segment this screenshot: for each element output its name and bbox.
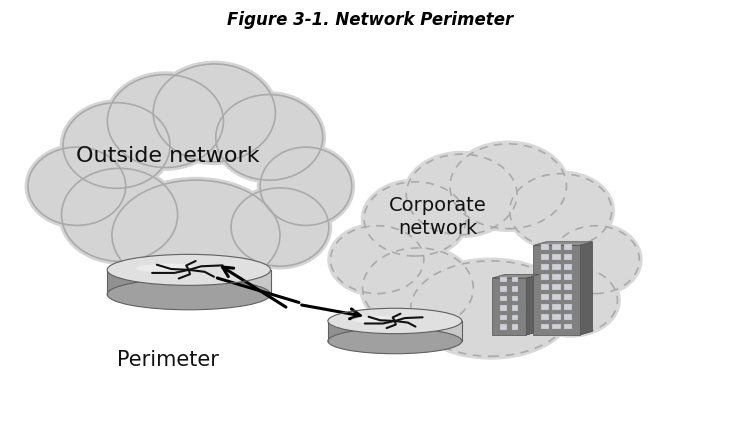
Bar (553, 274, 560, 280)
Ellipse shape (28, 147, 126, 225)
Bar (553, 244, 560, 250)
Bar (553, 324, 560, 329)
Bar (500, 324, 507, 330)
Polygon shape (328, 321, 395, 341)
Ellipse shape (231, 188, 329, 266)
Bar (541, 324, 549, 329)
Ellipse shape (112, 180, 280, 290)
Polygon shape (395, 321, 462, 341)
Bar (500, 306, 507, 311)
Bar (541, 264, 549, 270)
Bar (541, 274, 549, 280)
Ellipse shape (411, 261, 571, 356)
Ellipse shape (363, 248, 474, 328)
Bar (541, 314, 549, 319)
Bar (553, 294, 560, 300)
Bar (541, 284, 549, 289)
Ellipse shape (328, 328, 462, 354)
Bar (564, 264, 572, 270)
Bar (541, 254, 549, 260)
Ellipse shape (107, 279, 271, 310)
Bar (492, 278, 526, 335)
Bar (500, 277, 507, 282)
Ellipse shape (63, 103, 170, 188)
Ellipse shape (552, 226, 639, 293)
Bar (564, 274, 572, 280)
Bar (564, 254, 572, 260)
Ellipse shape (135, 264, 201, 273)
Bar (500, 286, 507, 292)
Ellipse shape (352, 316, 405, 323)
Bar (534, 246, 579, 335)
Bar (500, 315, 507, 320)
Ellipse shape (364, 182, 466, 256)
Bar (511, 315, 518, 320)
Text: Figure 3-1. Network Perimeter: Figure 3-1. Network Perimeter (227, 11, 513, 29)
Ellipse shape (406, 154, 517, 235)
Ellipse shape (331, 226, 424, 293)
Bar (553, 254, 560, 260)
Bar (511, 286, 518, 292)
Bar (541, 294, 549, 300)
Bar (541, 304, 549, 310)
Ellipse shape (328, 308, 462, 334)
Bar (564, 244, 572, 250)
Ellipse shape (524, 267, 617, 334)
Ellipse shape (216, 95, 323, 180)
Bar (553, 264, 560, 270)
Bar (553, 304, 560, 310)
Bar (500, 296, 507, 302)
Bar (553, 284, 560, 289)
Bar (564, 324, 572, 329)
Bar (511, 324, 518, 330)
Polygon shape (189, 270, 271, 294)
Ellipse shape (107, 254, 271, 285)
Bar (511, 296, 518, 302)
Ellipse shape (107, 74, 223, 168)
Text: Outside network: Outside network (75, 146, 259, 166)
Polygon shape (534, 242, 592, 246)
Polygon shape (526, 274, 539, 335)
Polygon shape (579, 242, 592, 335)
Bar (564, 304, 572, 310)
Bar (553, 314, 560, 319)
Bar (564, 314, 572, 319)
Bar (511, 306, 518, 311)
Bar (564, 284, 572, 289)
Text: Perimeter: Perimeter (117, 349, 218, 370)
Polygon shape (107, 270, 189, 294)
Ellipse shape (510, 174, 612, 248)
Bar (564, 294, 572, 300)
Ellipse shape (450, 144, 567, 228)
Text: Corporate
network: Corporate network (388, 196, 486, 238)
Bar (511, 277, 518, 282)
Ellipse shape (153, 64, 275, 162)
Polygon shape (492, 274, 539, 278)
Bar (541, 244, 549, 250)
Ellipse shape (260, 147, 352, 225)
Ellipse shape (61, 168, 178, 261)
